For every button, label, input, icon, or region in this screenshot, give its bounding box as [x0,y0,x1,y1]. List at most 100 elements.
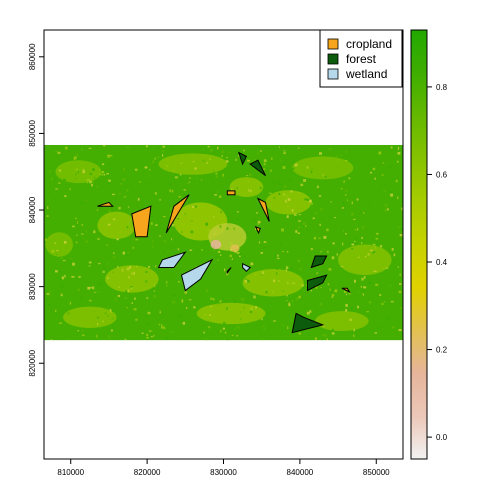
raster-speckle [214,194,217,196]
raster-speckle [250,307,254,310]
polygon-cropland [256,197,270,222]
raster-speckle [301,284,304,287]
raster-speckle [178,315,182,318]
raster-speckle [354,238,357,241]
raster-speckle [346,293,348,296]
polygon-cropland [254,226,261,235]
raster-speckle [342,230,344,233]
raster-speckle [324,334,327,337]
raster-speckle [64,195,67,198]
raster-speckle [221,150,224,154]
raster-speckle [177,218,180,220]
raster-speckle [170,331,173,333]
raster-speckle [170,207,172,211]
raster-speckle [165,336,169,340]
raster-speckle [189,249,193,251]
raster-speckle [46,215,49,218]
x-tick-label: 850000 [363,468,390,477]
raster-speckle [372,167,376,171]
raster-speckle [92,286,95,290]
raster-speckle [257,220,261,224]
raster-speckle [183,189,186,191]
raster-speckle [98,173,101,175]
raster-speckle [101,171,105,174]
raster-speckle [182,321,186,325]
raster-speckle [280,159,282,162]
raster-speckle [308,199,312,203]
raster-speckle [127,206,130,208]
raster-speckle [110,329,113,332]
raster-speckle [363,286,367,289]
raster-speckle [107,223,111,226]
raster-speckle [59,278,63,281]
polygon-cropland [165,194,190,234]
raster-speckle [127,289,130,293]
raster-speckle [231,188,233,192]
raster-speckle [233,227,235,231]
raster-speckle [283,307,286,309]
raster-speckle [401,207,403,211]
raster-speckle [107,314,109,318]
polygon-cropland [226,190,236,196]
raster-speckle [97,316,99,319]
raster-speckle [88,261,92,264]
raster-patch [229,177,264,197]
raster-speckle [310,290,313,292]
raster-speckle [233,300,237,304]
raster-speckle [219,300,222,303]
raster-speckle [383,267,385,269]
raster-speckle [176,308,180,310]
raster-speckle [226,307,228,311]
raster-speckle [375,246,377,249]
raster-speckle [82,170,85,174]
raster-speckle [344,160,348,162]
raster-speckle [123,168,125,172]
raster-speckle [171,189,174,193]
raster-speckle [261,273,263,276]
raster-patch [315,311,369,332]
raster-speckle [354,279,356,283]
raster-speckle [94,291,96,293]
raster-speckle [144,280,148,283]
raster-speckle [250,262,254,266]
raster-speckle [277,280,280,282]
raster-speckle [290,267,293,270]
raster-speckle [344,194,347,196]
raster-speckle [96,209,99,211]
raster-speckle [236,211,239,213]
raster-speckle [89,172,92,176]
raster-speckle [101,163,105,166]
raster-speckle [344,160,346,163]
raster-speckle [72,262,75,266]
raster-speckle [383,301,386,303]
raster-speckle [359,228,361,231]
raster-speckle [294,163,298,167]
raster-speckle [221,155,223,158]
raster-speckle [320,207,323,211]
raster-speckle [101,174,103,176]
raster-speckle [253,219,256,222]
raster-speckle [390,191,393,194]
raster-speckle [395,266,397,269]
raster-speckle [391,325,395,329]
raster-speckle [399,234,403,237]
raster-speckle [151,330,154,332]
raster-speckle [172,338,175,340]
raster-speckle [124,254,128,257]
raster-speckle [106,173,109,175]
raster-speckle [102,266,106,269]
raster-speckle [151,215,154,219]
raster-speckle [99,283,102,286]
raster-speckle [157,156,160,158]
raster-speckle [331,256,335,260]
raster-speckle [234,327,236,331]
raster-speckle [235,158,237,161]
landcover-polygons [97,151,351,334]
raster-patch [105,265,159,293]
raster-speckle [326,228,329,232]
raster-speckle [201,248,203,251]
raster-speckle [222,327,225,330]
raster-speckle [328,148,332,150]
polygon-forest [291,312,325,334]
raster-speckle [112,193,115,196]
